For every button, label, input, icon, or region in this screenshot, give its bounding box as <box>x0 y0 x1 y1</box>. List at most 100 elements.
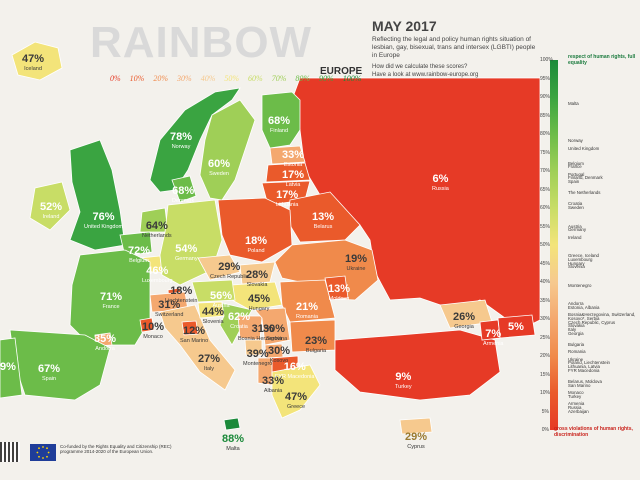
legend-entry: Spain <box>568 179 580 185</box>
legend-entry: Finland, Denmark <box>568 175 603 181</box>
country-malta[interactable] <box>223 417 241 431</box>
legend-tick: 85% <box>540 112 551 119</box>
country-bosnia[interactable] <box>237 315 263 341</box>
scale-label: 0% <box>110 74 121 83</box>
country-slovakia[interactable] <box>239 261 276 285</box>
country-montenegro[interactable] <box>244 339 263 356</box>
legend-entry: Andorra <box>568 301 584 307</box>
country-uk[interactable] <box>69 139 126 251</box>
country-finland[interactable] <box>261 91 301 149</box>
country-bulgaria[interactable] <box>289 319 336 353</box>
country-croatia[interactable] <box>219 302 253 346</box>
country-iceland[interactable] <box>11 41 63 81</box>
legend-entry: Estonia, Albania <box>568 304 600 310</box>
country-poland[interactable] <box>217 197 293 263</box>
rainbow-logo-title: RAINBOW <box>90 18 313 67</box>
country-greece[interactable] <box>271 364 321 419</box>
legend-tick: 75% <box>540 149 551 156</box>
legend-entry: Bulgaria <box>568 341 585 347</box>
legend-entry: Hungary <box>568 260 585 266</box>
country-cyprus[interactable] <box>399 417 433 435</box>
header-logo: RAINBOW EUROPE 0% 10% 20% 30% 40% 50% 60% 70% 80… <box>90 18 370 88</box>
country-serbia[interactable] <box>254 307 291 346</box>
country-portugal[interactable] <box>0 337 23 399</box>
country-ireland[interactable] <box>29 181 71 231</box>
scale-label: 90% <box>319 74 334 83</box>
legend-entry: Italy <box>568 327 577 333</box>
legend-entry: Romania <box>568 349 586 355</box>
country-estonia[interactable] <box>269 145 306 165</box>
scale-label: 60% <box>248 74 263 83</box>
country-netherlands[interactable] <box>139 207 169 233</box>
scale-label: 40% <box>200 74 216 83</box>
legend-tick: 40% <box>540 279 551 285</box>
legend-entry: Belarus, Moldova <box>568 378 602 384</box>
legend-tick: 55% <box>540 223 551 230</box>
legend-entry: Malta <box>568 101 579 107</box>
legend-tick: 60% <box>540 205 551 211</box>
legend-entry: Russia <box>568 404 582 410</box>
legend-entry: France <box>568 164 582 170</box>
country-kosovo[interactable] <box>264 343 284 359</box>
country-slovenia[interactable] <box>197 301 225 319</box>
eu-flag-icon <box>30 444 56 461</box>
country-sanmarino[interactable] <box>181 320 199 336</box>
legend-tick: 10% <box>540 390 551 396</box>
legend-tick: 20% <box>540 353 551 359</box>
country-azerbaijan[interactable] <box>497 314 536 339</box>
legend-entry: Slovakia <box>568 323 585 329</box>
country-austria[interactable] <box>191 279 236 303</box>
scale-label: 100% <box>342 74 362 83</box>
legend: respect of human rights, full equality 1… <box>540 54 640 438</box>
qr-code-icon[interactable] <box>0 442 20 462</box>
country-denmark[interactable] <box>171 175 197 203</box>
legend-entry: Kosovo*, Serbia <box>568 316 600 321</box>
legend-entry: FYR Macedonia <box>568 367 600 373</box>
country-latvia[interactable] <box>265 162 311 183</box>
country-belgium[interactable] <box>119 231 153 257</box>
legend-tick: 65% <box>540 186 551 193</box>
info-description: Reflecting the legal and policy human ri… <box>372 36 536 60</box>
legend-entry: Armenia <box>568 401 585 407</box>
legend-entry: Czech Republic, Cyprus <box>568 319 616 325</box>
rainbow-logo-subtitle: EUROPE <box>320 66 363 77</box>
legend-entry: Norway <box>568 138 583 144</box>
country-romania[interactable] <box>279 279 336 323</box>
legend-tick: 30% <box>540 316 551 322</box>
info-link-question: How did we calculate these scores? <box>372 64 468 71</box>
legend-entry: Ukraine <box>568 356 584 362</box>
legend-entry: Bosnia&Herzegovina, Switzerland, <box>568 312 636 318</box>
legend-tick: 80% <box>540 131 551 137</box>
legend-entry: Luxembourg <box>568 256 593 262</box>
legend-entry: Azerbaijan <box>568 408 589 414</box>
legend-entry: Germany <box>568 227 587 233</box>
info-date: MAY 2017 <box>372 18 437 34</box>
legend-entry: Greece, Iceland <box>568 253 599 259</box>
legend-tick: 90% <box>540 94 551 100</box>
scale-label: 80% <box>295 74 311 83</box>
scale-percent-row: 0% 10% 20% 30% 40% 50% 60% 70% 80% 90% 100% <box>110 74 370 83</box>
country-czech[interactable] <box>197 254 241 281</box>
country-sweden[interactable] <box>199 99 256 201</box>
legend-tick: 70% <box>540 168 551 174</box>
legend-entry: Lithuania, Latvia <box>568 364 600 370</box>
country-turkey[interactable] <box>334 329 501 401</box>
info-link[interactable]: How did we calculate these scores? Have … <box>372 64 542 79</box>
legend-tick: 15% <box>540 371 551 378</box>
country-albania[interactable] <box>257 357 273 386</box>
country-norway[interactable] <box>149 87 241 193</box>
scale-label: 70% <box>271 74 287 83</box>
legend-bottom-label: gross violations of human rights, discri… <box>554 426 633 438</box>
country-armenia[interactable] <box>479 319 501 341</box>
legend-entry: Sweden <box>568 205 584 210</box>
legend-entry: United Kingdom <box>568 145 600 151</box>
country-france[interactable] <box>69 249 151 346</box>
info-block: MAY 2017 Reflecting the legal and policy… <box>372 18 542 79</box>
country-monaco[interactable] <box>139 317 155 333</box>
legend-tick: 95% <box>540 75 551 82</box>
legend-tick: 5% <box>541 408 549 415</box>
legend-entry: Portugal <box>568 171 585 177</box>
info-link-url[interactable]: Have a look at www.rainbow-europe.org <box>372 71 479 78</box>
legend-color-bar <box>550 60 558 430</box>
